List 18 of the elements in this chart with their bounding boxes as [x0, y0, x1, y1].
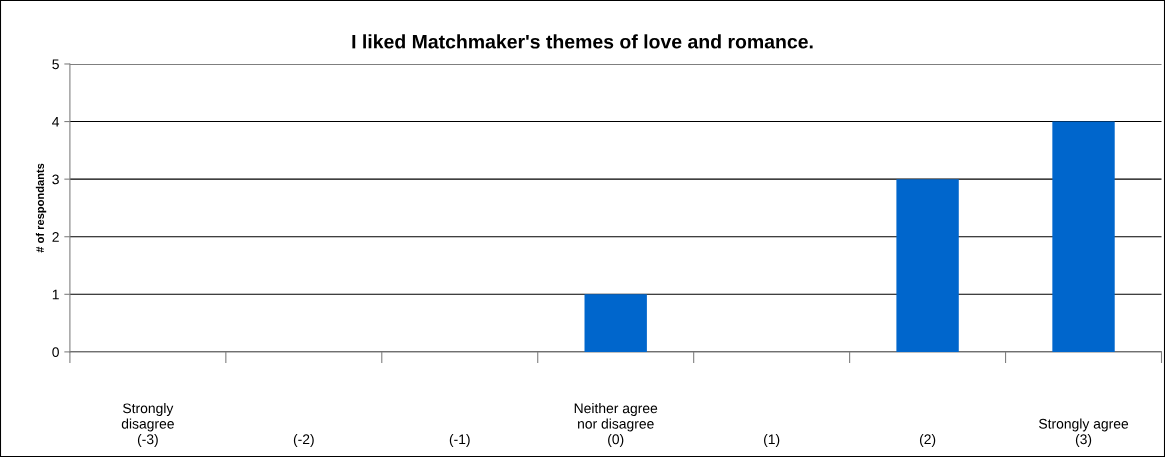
bar	[1052, 121, 1115, 352]
x-tick-label: Neither agree nor disagree (0)	[574, 403, 658, 447]
x-tick-label: Strongly agree (3)	[1039, 418, 1129, 447]
bar	[584, 294, 647, 352]
x-tick-label: (-2)	[293, 433, 314, 447]
x-tick-label: (2)	[919, 433, 936, 447]
y-tick-label: 1	[52, 289, 59, 300]
bar	[896, 179, 959, 352]
x-tick-label: (-1)	[449, 433, 470, 447]
y-tick-label: 3	[52, 174, 59, 185]
y-tick-label: 5	[52, 59, 59, 70]
y-tick-label: 2	[52, 232, 59, 242]
y-tick-label: 0	[52, 347, 59, 358]
x-tick-label: Strongly disagree (-3)	[121, 403, 174, 447]
y-tick-label: 4	[52, 117, 60, 127]
chart-title: I liked Matchmaker's themes of love and romance.	[352, 34, 813, 49]
y-axis-title: # of respondants	[35, 163, 47, 253]
x-tick-label: (1)	[764, 433, 780, 447]
